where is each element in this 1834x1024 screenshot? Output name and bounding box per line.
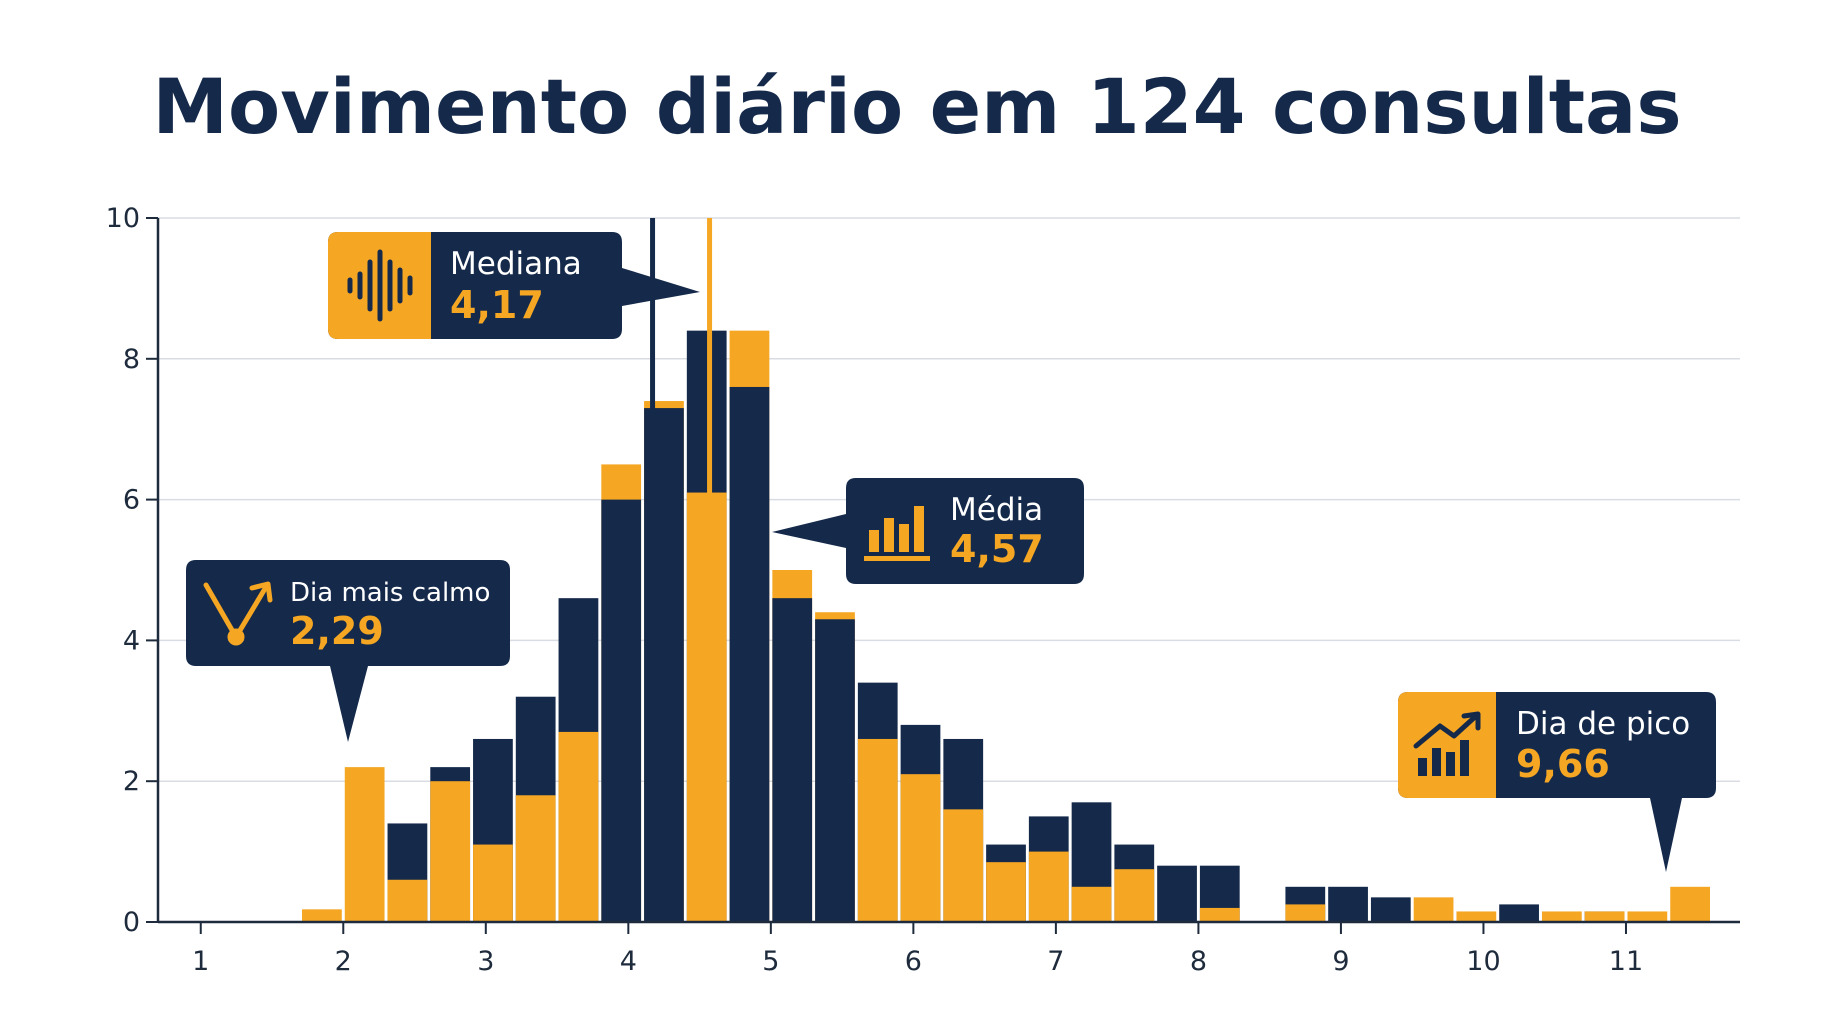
- chart-title: Movimento diário em 124 consultas: [152, 62, 1682, 151]
- reference-lines: [650, 218, 713, 922]
- callout-pico-icon-panel: [1398, 692, 1496, 798]
- callout-calmo-value: 2,29: [290, 609, 384, 653]
- x-tick-label: 11: [1609, 946, 1643, 977]
- callout-mediana-label: Mediana: [450, 246, 582, 282]
- bar-chart-icon: [864, 506, 930, 561]
- histogram-bar: [1541, 911, 1582, 922]
- histogram-bar: [430, 781, 471, 922]
- histogram-bar: [344, 767, 385, 922]
- x-tick-label: 8: [1190, 946, 1207, 977]
- histogram-bar: [1199, 907, 1240, 922]
- callout-calmo-label: Dia mais calmo: [290, 578, 490, 608]
- histogram-bar: [1456, 911, 1497, 922]
- histogram-bar: [302, 909, 342, 922]
- y-tick-label: 0: [123, 907, 140, 938]
- callout-pico: Dia de pico 9,66: [1398, 692, 1716, 872]
- callout-media: Média 4,57: [772, 478, 1084, 584]
- x-tick-label: 5: [762, 946, 779, 977]
- histogram-bar: [1670, 886, 1710, 922]
- trend-down-up-icon: [203, 581, 273, 646]
- callout-media-label: Média: [950, 492, 1043, 528]
- callout-mediana: Mediana 4,17: [328, 232, 700, 339]
- histogram-bar: [387, 879, 428, 922]
- histogram-bar: [515, 795, 556, 922]
- y-tick-label: 10: [106, 203, 140, 234]
- histogram-bar: [1157, 865, 1197, 922]
- callout-calmo: Dia mais calmo 2,29: [186, 560, 510, 742]
- histogram-bars: [302, 330, 1710, 923]
- histogram-bar: [1285, 904, 1326, 922]
- histogram-bar: [1499, 904, 1539, 922]
- callout-media-box: [772, 478, 1084, 584]
- histogram-bar: [558, 731, 599, 922]
- x-tick-label: 10: [1466, 946, 1500, 977]
- histogram-bar: [1627, 911, 1668, 922]
- callout-pico-value: 9,66: [1516, 742, 1610, 786]
- callout-media-value: 4,57: [950, 527, 1044, 571]
- trend-up-icon: [1413, 711, 1481, 776]
- callout-mediana-value: 4,17: [450, 283, 544, 327]
- histogram-bar: [1328, 886, 1368, 922]
- histogram-bar: [1028, 851, 1069, 922]
- x-tick-label: 6: [905, 946, 922, 977]
- x-tick-label: 1: [192, 946, 209, 977]
- histogram-bar: [815, 619, 855, 922]
- x-tick-label: 4: [620, 946, 637, 977]
- y-tick-label: 6: [123, 485, 140, 516]
- x-tick-label: 3: [477, 946, 494, 977]
- x-tick-label: 9: [1332, 946, 1349, 977]
- histogram-bar: [943, 809, 984, 922]
- waveform-icon: [347, 249, 413, 322]
- histogram-bar: [1413, 897, 1454, 922]
- histogram-bar: [1370, 897, 1411, 922]
- histogram-bar: [1584, 911, 1625, 922]
- y-tick-label: 4: [123, 625, 140, 656]
- histogram-bar: [473, 844, 513, 922]
- histogram-bar: [772, 598, 813, 922]
- histogram-bar: [644, 408, 684, 923]
- y-tick-label: 2: [123, 766, 140, 797]
- x-tick-label: 2: [335, 946, 352, 977]
- histogram-bar: [729, 386, 770, 923]
- callout-calmo-box: [186, 560, 510, 742]
- callout-pico-label: Dia de pico: [1516, 706, 1690, 742]
- histogram-bar: [857, 738, 898, 922]
- histogram-bar: [601, 499, 642, 922]
- histogram-bar: [686, 492, 727, 922]
- x-tick-label: 7: [1047, 946, 1064, 977]
- histogram-bar: [1071, 886, 1112, 922]
- y-tick-label: 8: [123, 344, 140, 375]
- callouts: Mediana 4,17 Média 4,57: [186, 232, 1716, 872]
- histogram-bar: [986, 862, 1026, 922]
- histogram-bar: [900, 774, 941, 922]
- histogram-bar: [1114, 869, 1155, 922]
